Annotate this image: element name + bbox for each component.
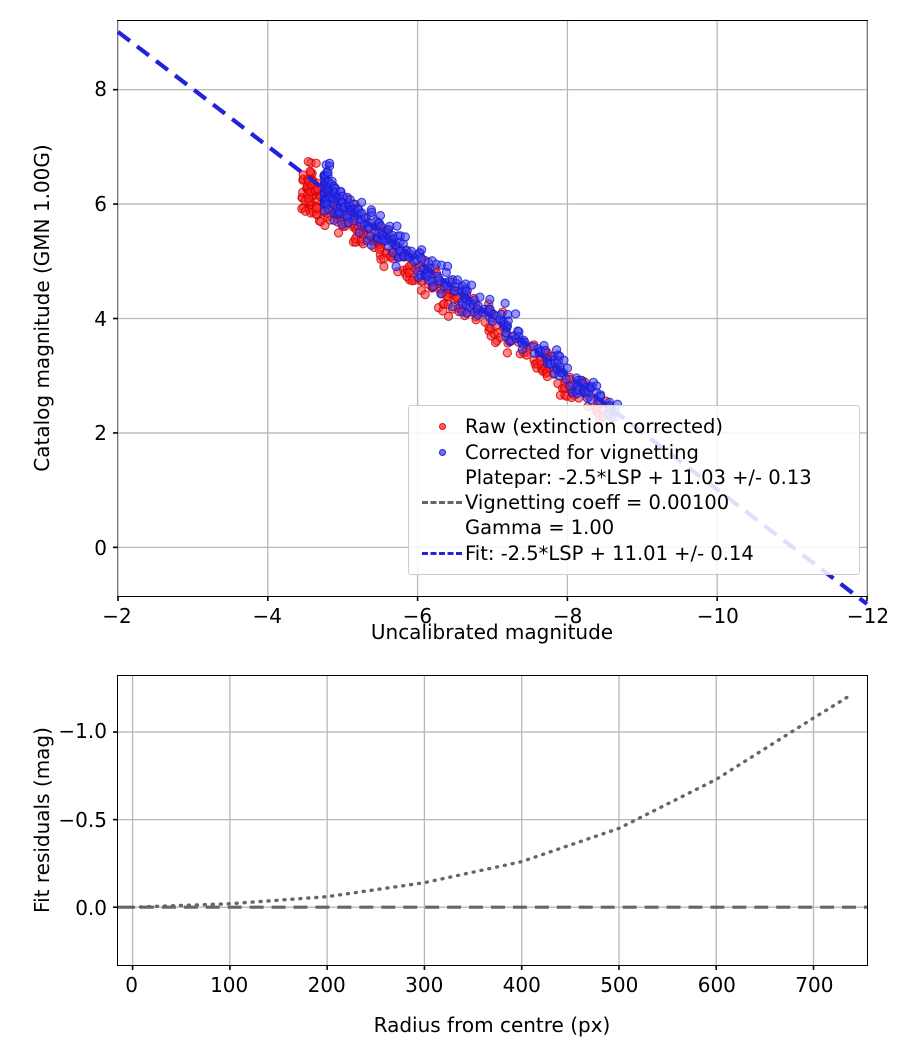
- top-panel-y-axis-title: Catalog magnitude (GMN 1.00G): [30, 144, 54, 472]
- top-panel-x-tick: −2: [102, 604, 132, 628]
- legend-label-fit: Fit: -2.5*LSP + 11.01 +/- 0.14: [465, 541, 754, 565]
- legend-label-raw: Raw (extinction corrected): [465, 414, 723, 438]
- top-panel-y-tick: 0: [94, 536, 107, 561]
- legend-marker-raw-icon: [419, 413, 465, 439]
- legend-label-platepar: Platepar: -2.5*LSP + 11.03 +/- 0.13 Vign…: [465, 466, 812, 539]
- legend-entry-platepar: Platepar: -2.5*LSP + 11.03 +/- 0.13 Vign…: [419, 465, 849, 540]
- top-panel-y-tick: 8: [94, 76, 107, 101]
- bottom-panel-x-tick: 0: [125, 973, 138, 997]
- legend-entry-raw: Raw (extinction corrected): [419, 413, 849, 439]
- bottom-panel-x-tick: 600: [697, 973, 736, 997]
- legend-label-corrected: Corrected for vignetting: [465, 440, 699, 464]
- bottom-panel-x-tick: 100: [210, 973, 249, 997]
- bottom-panel-plot-area: [113, 676, 867, 970]
- top-panel-x-tick: −10: [696, 604, 739, 628]
- top-panel-y-tick: 4: [94, 306, 107, 331]
- bottom-panel-axes: [113, 675, 868, 970]
- bottom-panel-x-tick: 500: [600, 973, 639, 997]
- bottom-panel-y-tick: −0.5: [58, 807, 107, 832]
- bottom-panel-y-axis-title: Fit residuals (mag): [30, 727, 54, 913]
- bottom-panel-x-axis-title: Radius from centre (px): [373, 1013, 611, 1037]
- top-panel-legend: Raw (extinction corrected) Corrected for…: [408, 405, 860, 575]
- legend-line-platepar-icon: [419, 490, 465, 516]
- legend-entry-corrected: Corrected for vignetting: [419, 439, 849, 465]
- top-panel-y-tick: 6: [94, 191, 107, 216]
- top-panel-x-axis-title: Uncalibrated magnitude: [370, 620, 614, 644]
- legend-marker-corrected-icon: [419, 439, 465, 465]
- top-panel-x-tick: −8: [552, 604, 583, 628]
- bottom-panel-x-tick: 400: [502, 973, 541, 997]
- legend-line-fit-icon: [419, 540, 465, 566]
- legend-entry-fit: Fit: -2.5*LSP + 11.01 +/- 0.14: [419, 540, 849, 566]
- top-panel-x-tick: −4: [252, 604, 282, 628]
- bottom-panel-x-tick: 700: [795, 973, 834, 997]
- bottom-panel-x-tick: 200: [307, 973, 346, 997]
- bottom-panel-y-tick: −1.0: [58, 719, 107, 744]
- bottom-panel-x-tick: 300: [405, 973, 444, 997]
- top-panel-x-tick: −6: [402, 604, 433, 628]
- bottom-panel-y-tick: 0.0: [75, 895, 107, 920]
- top-panel-x-tick: −12: [846, 604, 890, 628]
- top-panel-y-tick: 2: [94, 421, 107, 446]
